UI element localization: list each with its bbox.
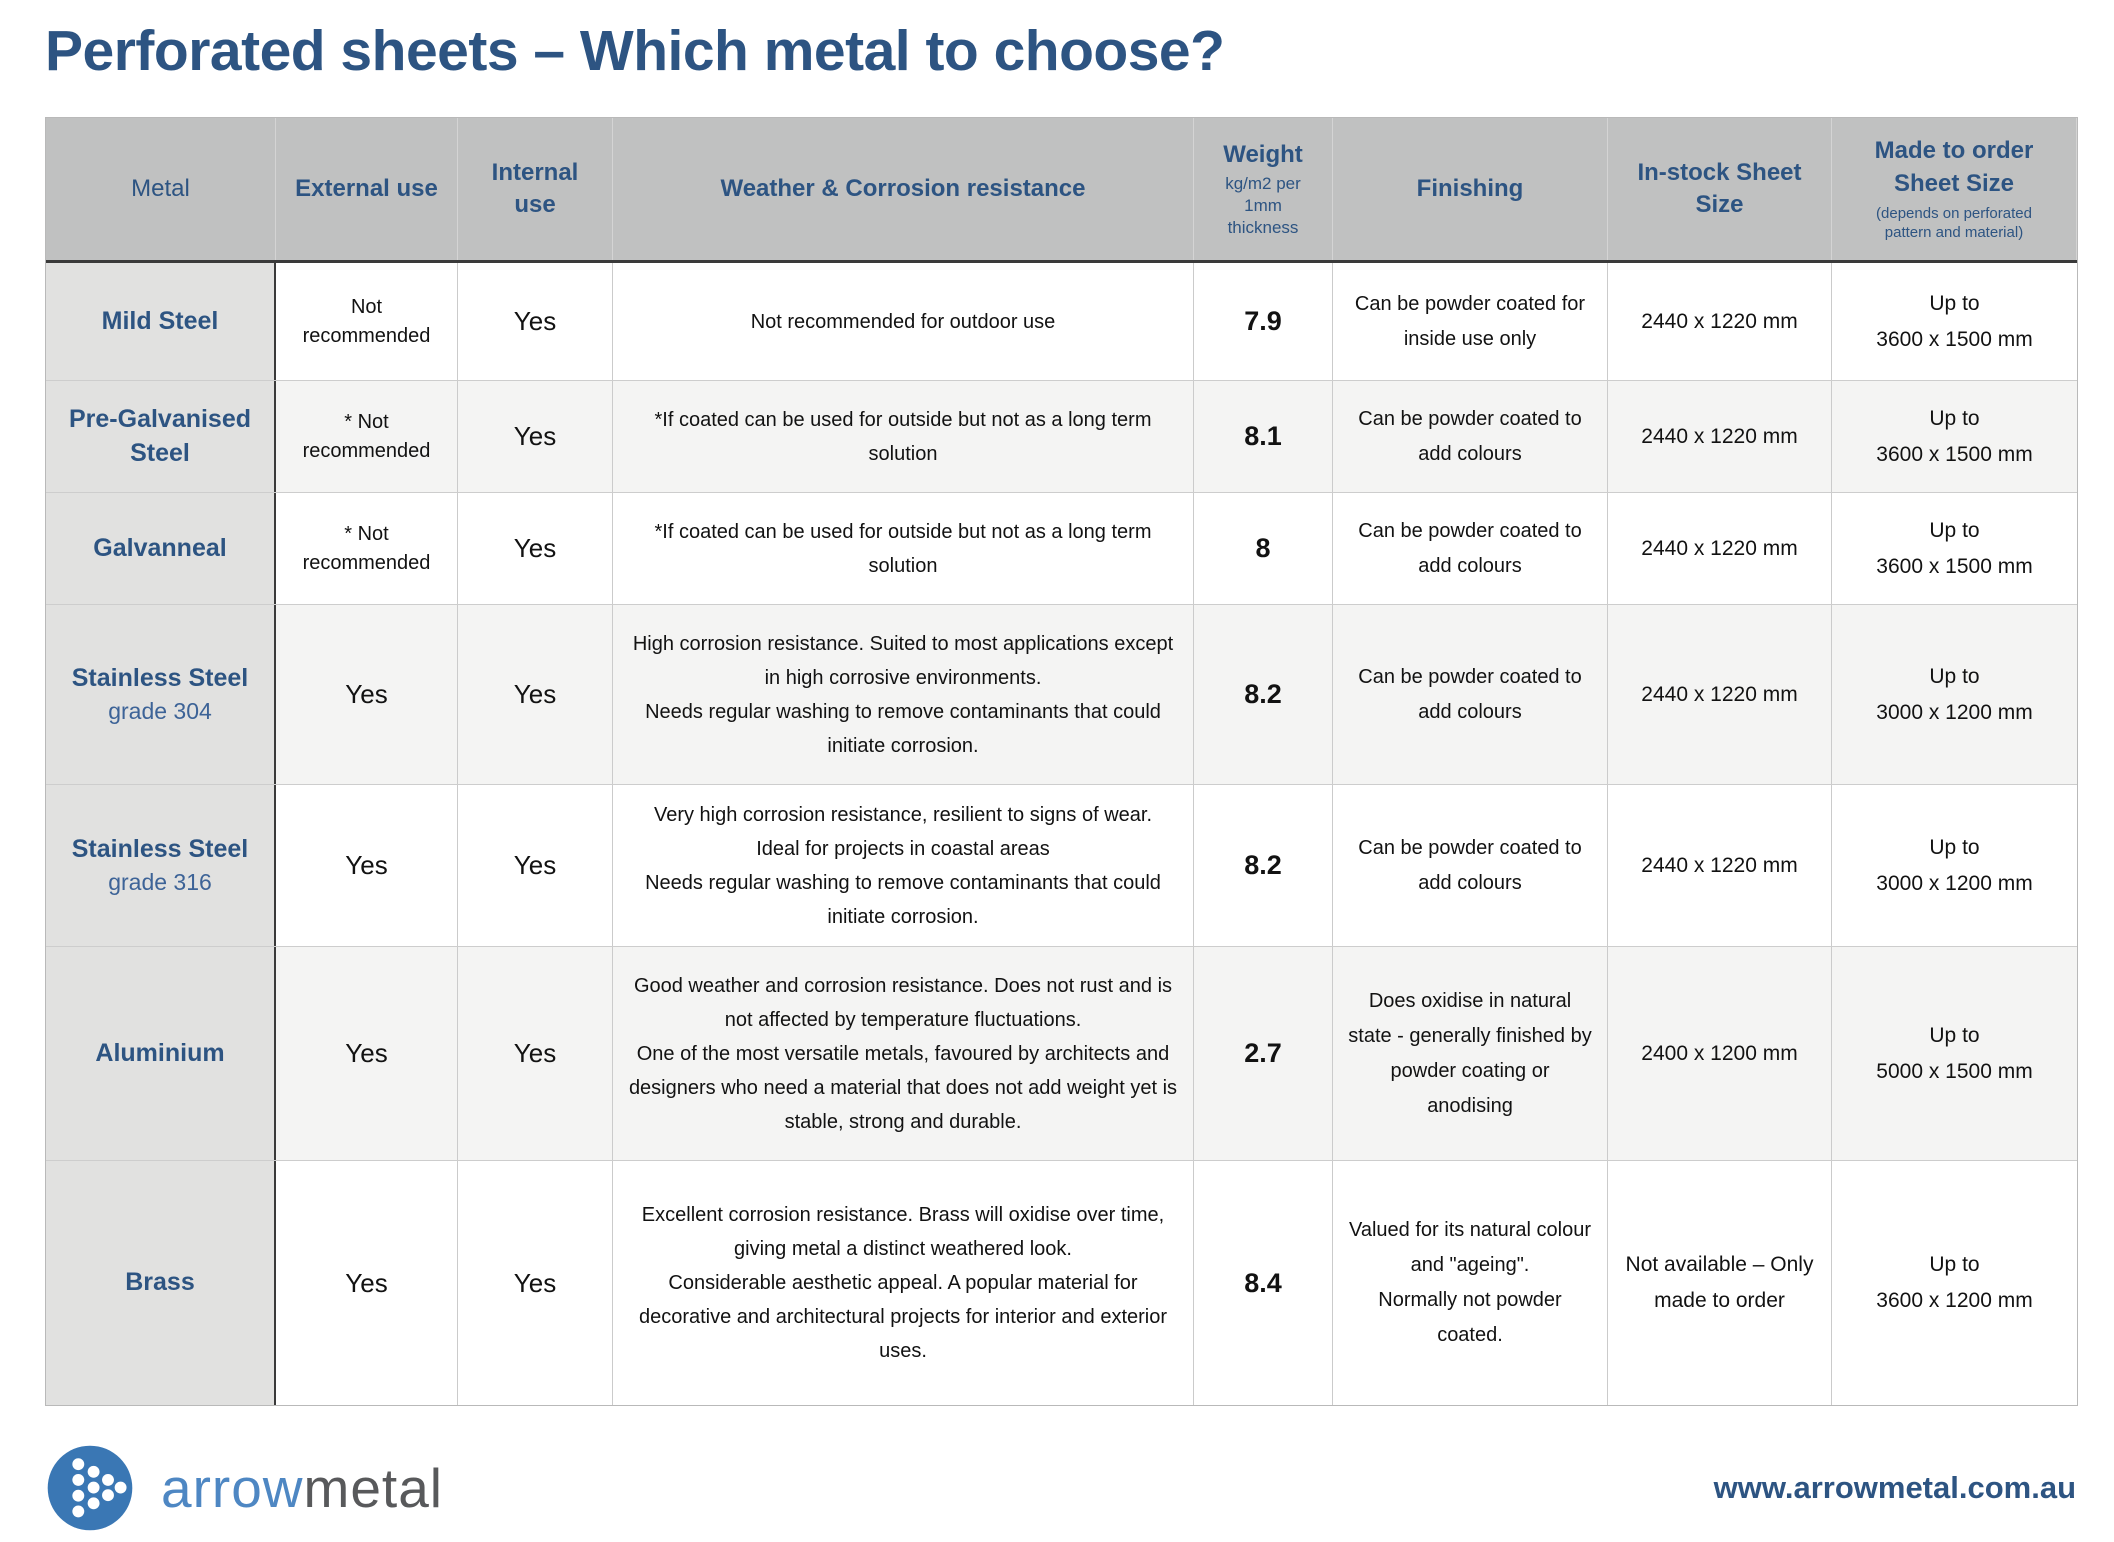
header-weight: Weight kg/m2 per 1mm thickness <box>1194 118 1333 260</box>
made-to-order-size-cell: Up to 3600 x 1500 mm <box>1832 263 2077 380</box>
header-in-stock-size: In-stock Sheet Size <box>1608 118 1832 260</box>
weight-cell: 2.7 <box>1194 947 1333 1160</box>
finishing-cell: Can be powder coated to add colours <box>1333 381 1608 492</box>
logo-word-arrow: arrow <box>161 1457 304 1519</box>
header-made-to-order-size: Made to order Sheet Size (depends on per… <box>1832 118 2077 260</box>
internal-use-cell: Yes <box>458 605 613 784</box>
internal-use-cell: Yes <box>458 947 613 1160</box>
header-weather: Weather & Corrosion resistance <box>613 118 1194 260</box>
header-made-to-order-note: (depends on perforated pattern and mater… <box>1876 204 2032 242</box>
metal-name-cell: Pre-Galvanised Steel <box>46 381 276 492</box>
internal-use-cell: Yes <box>458 1161 613 1405</box>
made-to-order-size-cell: Up to 3000 x 1200 mm <box>1832 605 2077 784</box>
in-stock-size-cell: 2440 x 1220 mm <box>1608 605 1832 784</box>
row-brass: Brass Yes Yes Excellent corrosion resist… <box>46 1161 2077 1405</box>
made-to-order-size-cell: Up to 3600 x 1500 mm <box>1832 493 2077 604</box>
finishing-cell: Does oxidise in natural state - generall… <box>1333 947 1608 1160</box>
in-stock-size-cell: 2400 x 1200 mm <box>1608 947 1832 1160</box>
weather-cell: *If coated can be used for outside but n… <box>613 381 1194 492</box>
website-url[interactable]: www.arrowmetal.com.au <box>1713 1470 2076 1505</box>
finishing-cell: Valued for its natural colour and "agein… <box>1333 1161 1608 1405</box>
in-stock-size-cell: Not available – Only made to order <box>1608 1161 1832 1405</box>
weather-cell: High corrosion resistance. Suited to mos… <box>613 605 1194 784</box>
table-header-row: Metal External use Internal use Weather … <box>46 118 2077 263</box>
metal-name-cell: Stainless Steel grade 316 <box>46 785 276 946</box>
weather-cell: Very high corrosion resistance, resilien… <box>613 785 1194 946</box>
row-galvanneal: Galvanneal * Not recommended Yes *If coa… <box>46 493 2077 605</box>
external-use-cell: Yes <box>276 947 458 1160</box>
external-use-cell: Yes <box>276 605 458 784</box>
made-to-order-size-cell: Up to 5000 x 1500 mm <box>1832 947 2077 1160</box>
metal-name-cell: Brass <box>46 1161 276 1405</box>
in-stock-size-cell: 2440 x 1220 mm <box>1608 381 1832 492</box>
in-stock-size-cell: 2440 x 1220 mm <box>1608 493 1832 604</box>
logo-word-metal: metal <box>303 1457 444 1519</box>
in-stock-size-cell: 2440 x 1220 mm <box>1608 263 1832 380</box>
header-internal-use: Internal use <box>458 118 613 260</box>
in-stock-size-cell: 2440 x 1220 mm <box>1608 785 1832 946</box>
header-made-to-order-label: Made to order Sheet Size <box>1874 137 2034 197</box>
header-metal-label: Metal <box>131 174 190 202</box>
internal-use-cell: Yes <box>458 493 613 604</box>
external-use-cell: Yes <box>276 785 458 946</box>
header-finishing: Finishing <box>1333 118 1608 260</box>
weight-cell: 8 <box>1194 493 1333 604</box>
finishing-cell: Can be powder coated to add colours <box>1333 493 1608 604</box>
weight-cell: 8.2 <box>1194 605 1333 784</box>
finishing-cell: Can be powder coated to add colours <box>1333 605 1608 784</box>
made-to-order-size-cell: Up to 3600 x 1500 mm <box>1832 381 2077 492</box>
footer: arrowmetal www.arrowmetal.com.au <box>45 1442 2076 1534</box>
arrowmetal-logo-mark-icon <box>45 1443 135 1533</box>
metal-name-cell: Galvanneal <box>46 493 276 604</box>
weight-cell: 7.9 <box>1194 263 1333 380</box>
internal-use-cell: Yes <box>458 263 613 380</box>
external-use-cell: Not recommended <box>276 263 458 380</box>
metal-name-cell: Stainless Steel grade 304 <box>46 605 276 784</box>
arrowmetal-wordmark: arrowmetal <box>161 1456 443 1520</box>
weather-cell: Not recommended for outdoor use <box>613 263 1194 380</box>
made-to-order-size-cell: Up to 3000 x 1200 mm <box>1832 785 2077 946</box>
weight-cell: 8.4 <box>1194 1161 1333 1405</box>
row-aluminium: Aluminium Yes Yes Good weather and corro… <box>46 947 2077 1161</box>
arrowmetal-logo: arrowmetal <box>45 1443 443 1533</box>
internal-use-cell: Yes <box>458 381 613 492</box>
external-use-cell: Yes <box>276 1161 458 1405</box>
weight-cell: 8.1 <box>1194 381 1333 492</box>
weather-cell: Excellent corrosion resistance. Brass wi… <box>613 1161 1194 1405</box>
external-use-cell: * Not recommended <box>276 381 458 492</box>
row-mild-steel: Mild Steel Not recommended Yes Not recom… <box>46 263 2077 381</box>
made-to-order-size-cell: Up to 3600 x 1200 mm <box>1832 1161 2077 1405</box>
finishing-cell: Can be powder coated to add colours <box>1333 785 1608 946</box>
finishing-cell: Can be powder coated for inside use only <box>1333 263 1608 380</box>
weather-cell: Good weather and corrosion resistance. D… <box>613 947 1194 1160</box>
header-external-use: External use <box>276 118 458 260</box>
metal-name-cell: Mild Steel <box>46 263 276 380</box>
internal-use-cell: Yes <box>458 785 613 946</box>
row-stainless-steel-316: Stainless Steel grade 316 Yes Yes Very h… <box>46 785 2077 947</box>
row-pre-galvanised-steel: Pre-Galvanised Steel * Not recommended Y… <box>46 381 2077 493</box>
header-metal: Metal <box>46 118 276 260</box>
row-stainless-steel-304: Stainless Steel grade 304 Yes Yes High c… <box>46 605 2077 785</box>
header-weight-unit: kg/m2 per 1mm thickness <box>1225 174 1301 238</box>
weather-cell: *If coated can be used for outside but n… <box>613 493 1194 604</box>
external-use-cell: * Not recommended <box>276 493 458 604</box>
header-weight-label: Weight <box>1223 140 1303 168</box>
weight-cell: 8.2 <box>1194 785 1333 946</box>
metal-name-cell: Aluminium <box>46 947 276 1160</box>
metals-comparison-table: Metal External use Internal use Weather … <box>45 117 2078 1406</box>
page-title: Perforated sheets – Which metal to choos… <box>45 19 1225 83</box>
